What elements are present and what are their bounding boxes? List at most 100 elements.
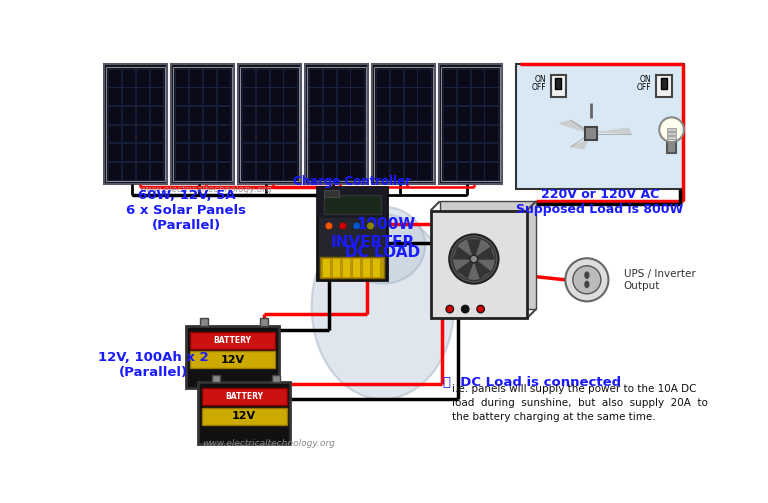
Bar [256, 162, 269, 180]
Circle shape [659, 117, 684, 142]
Text: Charge Controller: Charge Controller [293, 175, 411, 188]
Bar [443, 88, 456, 105]
Bar [217, 106, 230, 124]
Bar [323, 191, 339, 197]
Text: BATTERY: BATTERY [225, 392, 263, 401]
Bar [389, 125, 403, 142]
Text: ⓘ  DC Load is connected: ⓘ DC Load is connected [443, 376, 621, 389]
Bar [283, 106, 296, 124]
Bar [136, 143, 149, 161]
Bar [471, 106, 484, 124]
Bar [270, 106, 283, 124]
Bar [242, 125, 255, 142]
Bar [660, 78, 667, 89]
Text: UPS / Inverter
Output: UPS / Inverter Output [624, 269, 696, 291]
Circle shape [366, 222, 374, 230]
Bar [336, 69, 349, 87]
Bar [307, 66, 366, 181]
Bar [256, 88, 269, 105]
Bar [350, 125, 363, 142]
Bar [471, 162, 484, 180]
Bar [362, 258, 369, 277]
Circle shape [339, 222, 346, 230]
Bar [376, 88, 389, 105]
Bar [283, 162, 296, 180]
Bar [175, 143, 188, 161]
Bar [471, 143, 484, 161]
Bar [418, 106, 431, 124]
Bar [457, 69, 470, 87]
Bar [471, 69, 484, 87]
Bar [122, 143, 135, 161]
Bar [189, 125, 202, 142]
Bar [203, 143, 216, 161]
Bar [374, 66, 433, 181]
Bar [256, 125, 269, 142]
Text: OFF: OFF [637, 83, 651, 92]
Bar [309, 125, 322, 142]
Bar [108, 143, 121, 161]
Circle shape [452, 237, 495, 281]
Bar [189, 143, 202, 161]
Bar [189, 162, 202, 180]
Circle shape [470, 255, 478, 263]
Bar [272, 375, 280, 382]
Bar [217, 162, 230, 180]
Polygon shape [458, 259, 474, 278]
Bar [108, 69, 121, 87]
Bar [175, 106, 188, 124]
Bar [332, 258, 339, 277]
Bar [389, 69, 403, 87]
Bar [322, 258, 329, 277]
Bar [317, 188, 386, 218]
Bar [122, 106, 135, 124]
Bar [212, 375, 220, 382]
Bar [189, 88, 202, 105]
Bar [189, 69, 202, 87]
Bar [136, 88, 149, 105]
Bar [323, 125, 336, 142]
Text: OFF: OFF [531, 83, 546, 92]
Bar [136, 125, 149, 142]
Bar [376, 143, 389, 161]
Bar [122, 88, 135, 105]
Bar [270, 69, 283, 87]
Bar [122, 125, 135, 142]
Text: 220V or 120V AC
Supposed Load is 800W: 220V or 120V AC Supposed Load is 800W [516, 188, 684, 216]
Polygon shape [468, 240, 480, 259]
Polygon shape [560, 120, 591, 133]
Bar [352, 258, 359, 277]
Bar [336, 143, 349, 161]
Bar [418, 69, 431, 87]
Bar [350, 143, 363, 161]
Bar [203, 162, 216, 180]
Bar [187, 326, 279, 388]
Bar [283, 125, 296, 142]
Bar [175, 125, 188, 142]
Bar [485, 106, 498, 124]
Bar [203, 125, 216, 142]
Bar [516, 64, 684, 189]
Text: ON: ON [640, 75, 651, 84]
Bar [108, 162, 121, 180]
Bar [457, 143, 470, 161]
Text: 1000W
INVERTER: 1000W INVERTER [331, 217, 415, 250]
Bar [217, 125, 230, 142]
Ellipse shape [312, 214, 454, 399]
Bar [203, 69, 216, 87]
Bar [256, 69, 269, 87]
Bar [376, 69, 389, 87]
Bar [667, 140, 676, 153]
Bar [418, 88, 431, 105]
Bar [389, 88, 403, 105]
Bar [336, 106, 349, 124]
Bar [190, 332, 275, 349]
Bar [150, 69, 163, 87]
Bar [108, 88, 121, 105]
Bar [457, 162, 470, 180]
Bar [667, 136, 676, 139]
Circle shape [477, 305, 485, 313]
Bar [202, 407, 286, 425]
Bar [309, 69, 322, 87]
Bar [471, 88, 484, 105]
